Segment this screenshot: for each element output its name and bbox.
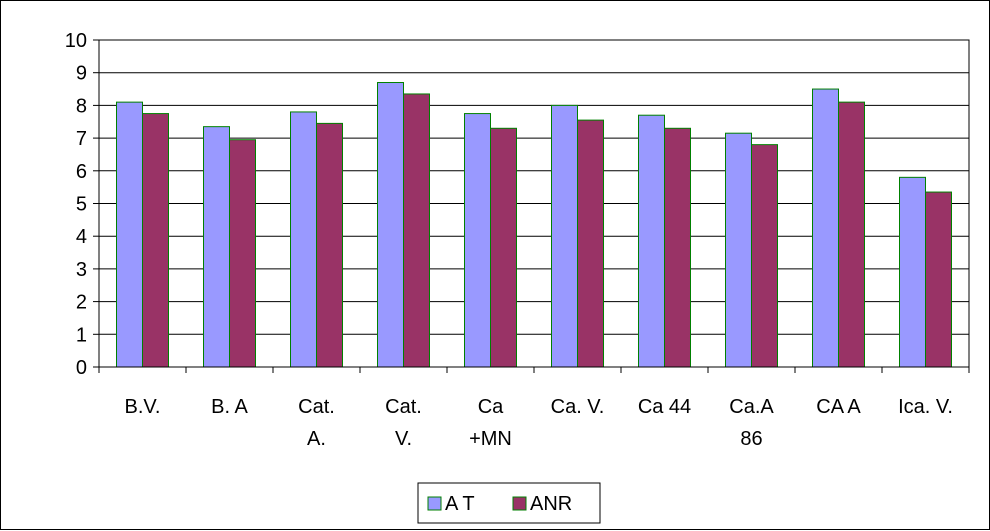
y-tick-labels: 0 1 2 3 4 5 6 7 8 9 10 bbox=[65, 30, 87, 379]
axes bbox=[93, 39, 970, 373]
bar-anr bbox=[838, 101, 865, 368]
x-category-label: Cat. bbox=[298, 396, 335, 418]
bar-a-t bbox=[638, 114, 665, 368]
legend-swatch bbox=[512, 496, 527, 511]
y-tick-label: 6 bbox=[76, 161, 87, 183]
x-category-label: Ca 44 bbox=[638, 396, 691, 418]
legend-label: ANR bbox=[530, 493, 572, 515]
x-category-labels: B.V. B. A Cat. A. Cat. V. Ca +MN Ca. V. Ca 44 Ca.A… bbox=[125, 396, 953, 450]
x-category-label: V. bbox=[395, 428, 412, 450]
legend-box bbox=[417, 482, 601, 524]
bar-anr bbox=[925, 191, 952, 368]
y-tick-label: 2 bbox=[76, 292, 87, 314]
bar-anr bbox=[751, 144, 778, 368]
bar-a-t bbox=[464, 113, 491, 368]
x-category-label: Cat. bbox=[385, 396, 422, 418]
bar-a-t bbox=[203, 126, 230, 368]
y-tick-label: 3 bbox=[76, 259, 87, 281]
legend-label: A T bbox=[445, 493, 475, 515]
bar-a-t bbox=[725, 132, 752, 368]
bar-anr bbox=[577, 119, 604, 368]
bar-a-t bbox=[290, 111, 317, 368]
y-tick-label: 8 bbox=[76, 95, 87, 117]
x-category-label: Ica. V. bbox=[898, 396, 953, 418]
y-tick-label: 1 bbox=[76, 324, 87, 346]
bar-anr bbox=[229, 139, 256, 368]
x-category-label: A. bbox=[307, 428, 326, 450]
bar-a-t bbox=[899, 176, 926, 368]
legend-swatch bbox=[427, 496, 442, 511]
legend: A T ANR bbox=[417, 482, 601, 524]
bar-a-t bbox=[116, 101, 143, 368]
bar-a-t bbox=[551, 104, 578, 368]
bar-anr bbox=[142, 113, 169, 368]
bar-a-t bbox=[377, 82, 404, 368]
bar-anr bbox=[403, 93, 430, 368]
bar-anr bbox=[316, 122, 343, 368]
x-category-label: 86 bbox=[740, 428, 762, 450]
y-tick-label: 9 bbox=[76, 63, 87, 85]
x-category-label: +MN bbox=[469, 428, 512, 450]
y-tick-label: 0 bbox=[76, 357, 87, 379]
y-tick-label: 4 bbox=[76, 226, 87, 248]
x-category-label: Ca. V. bbox=[551, 396, 605, 418]
bar-a-t bbox=[812, 88, 839, 368]
bars bbox=[116, 82, 952, 368]
y-tick-label: 10 bbox=[65, 30, 87, 52]
bar-anr bbox=[664, 127, 691, 368]
x-category-label: B.V. bbox=[125, 396, 161, 418]
y-tick-label: 5 bbox=[76, 194, 87, 216]
x-category-label: Ca bbox=[478, 396, 504, 418]
x-category-label: B. A bbox=[211, 396, 248, 418]
x-category-label: CA A bbox=[816, 396, 861, 418]
y-tick-label: 7 bbox=[76, 128, 87, 150]
bar-anr bbox=[490, 127, 517, 368]
x-category-label: Ca.A bbox=[729, 396, 774, 418]
